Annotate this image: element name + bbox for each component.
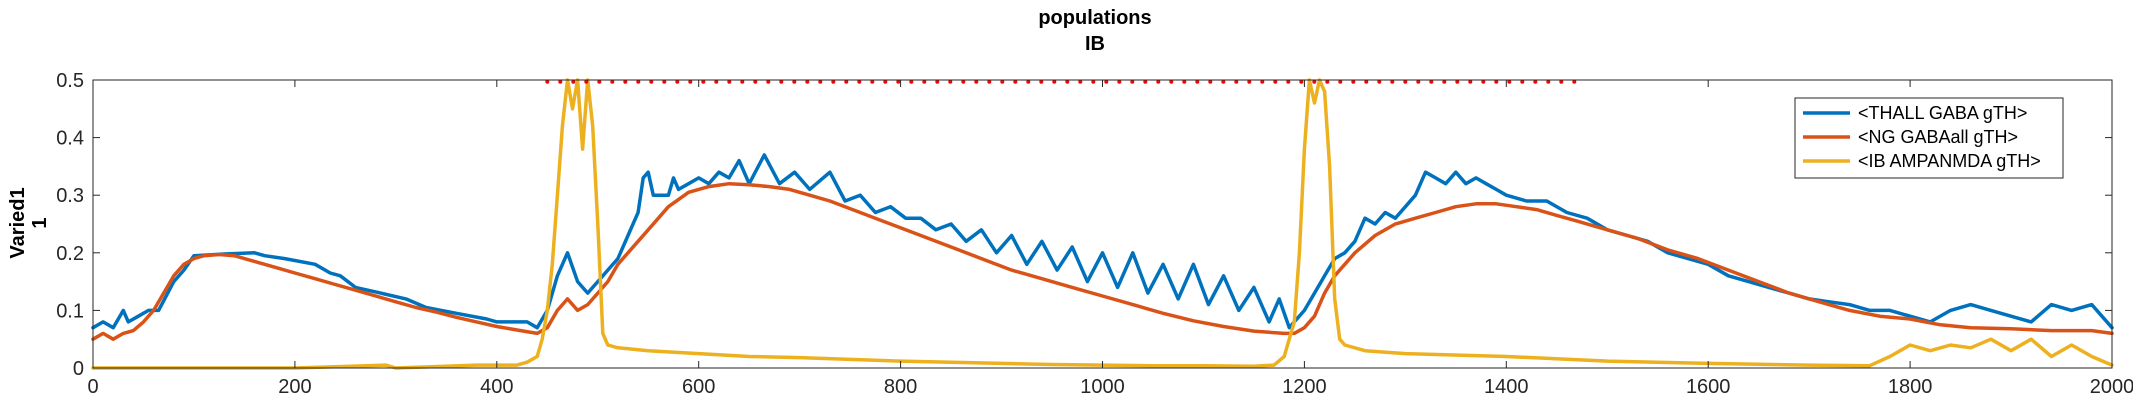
y-axis-label-line-2: 1 bbox=[29, 217, 51, 228]
x-tick-label: 2000 bbox=[2090, 376, 2133, 398]
x-tick-label: 1000 bbox=[1080, 376, 1125, 398]
series-layer bbox=[91, 78, 2114, 370]
y-tick-label: 0.4 bbox=[56, 128, 84, 150]
series-line-1 bbox=[91, 181, 2114, 341]
x-tick-label: 1600 bbox=[1686, 376, 1731, 398]
y-tick-label: 0.1 bbox=[56, 300, 84, 322]
y-tick-label: 0.2 bbox=[56, 243, 84, 265]
x-tick-label: 400 bbox=[480, 376, 513, 398]
x-tick-label: 200 bbox=[278, 376, 311, 398]
x-tick-label: 1400 bbox=[1484, 376, 1529, 398]
x-tick-label: 600 bbox=[682, 376, 715, 398]
x-tick-label: 0 bbox=[87, 376, 98, 398]
chart-title-line-2: IB bbox=[1085, 33, 1105, 55]
chart-title-line-1: populations bbox=[1038, 7, 1151, 29]
x-tick-label: 800 bbox=[884, 376, 917, 398]
x-axis: 0 200 400 600 800 1000 1200 1400 1600 1800 2000 bbox=[87, 80, 2133, 398]
y-tick-label: 0.3 bbox=[56, 185, 84, 207]
y-axis-label: Varied1 1 bbox=[7, 187, 51, 258]
legend: <THALL GABA gTH> <NG GABAall gTH> <IB AMPA… bbox=[1794, 97, 2064, 179]
legend-label: <THALL GABA gTH> bbox=[1858, 103, 2027, 123]
y-axis-label-line-1: Varied1 bbox=[7, 187, 29, 258]
legend-label: <IB AMPANMDA gTH> bbox=[1858, 151, 2041, 171]
y-axis: 0 0.1 0.2 0.3 0.4 0.5 bbox=[56, 70, 2112, 380]
chart-title: populations IB bbox=[1038, 7, 1151, 55]
x-tick-label: 1800 bbox=[1888, 376, 1933, 398]
series-line-2 bbox=[91, 78, 2114, 370]
y-tick-label: 0 bbox=[73, 358, 84, 380]
x-tick-label: 1200 bbox=[1282, 376, 1327, 398]
legend-label: <NG GABAall gTH> bbox=[1858, 127, 2018, 147]
y-tick-label: 0.5 bbox=[56, 70, 84, 92]
